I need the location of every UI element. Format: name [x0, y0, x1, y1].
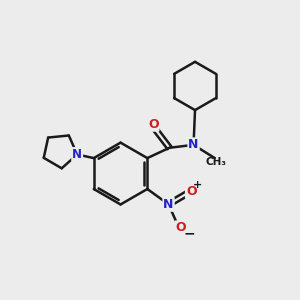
Text: N: N	[188, 138, 199, 151]
Text: N: N	[72, 148, 82, 161]
Text: −: −	[183, 227, 195, 241]
Text: +: +	[193, 180, 203, 190]
Text: O: O	[176, 221, 186, 234]
Text: CH₃: CH₃	[206, 157, 227, 166]
Text: N: N	[163, 198, 174, 211]
Text: O: O	[186, 185, 196, 198]
Text: O: O	[148, 118, 158, 131]
